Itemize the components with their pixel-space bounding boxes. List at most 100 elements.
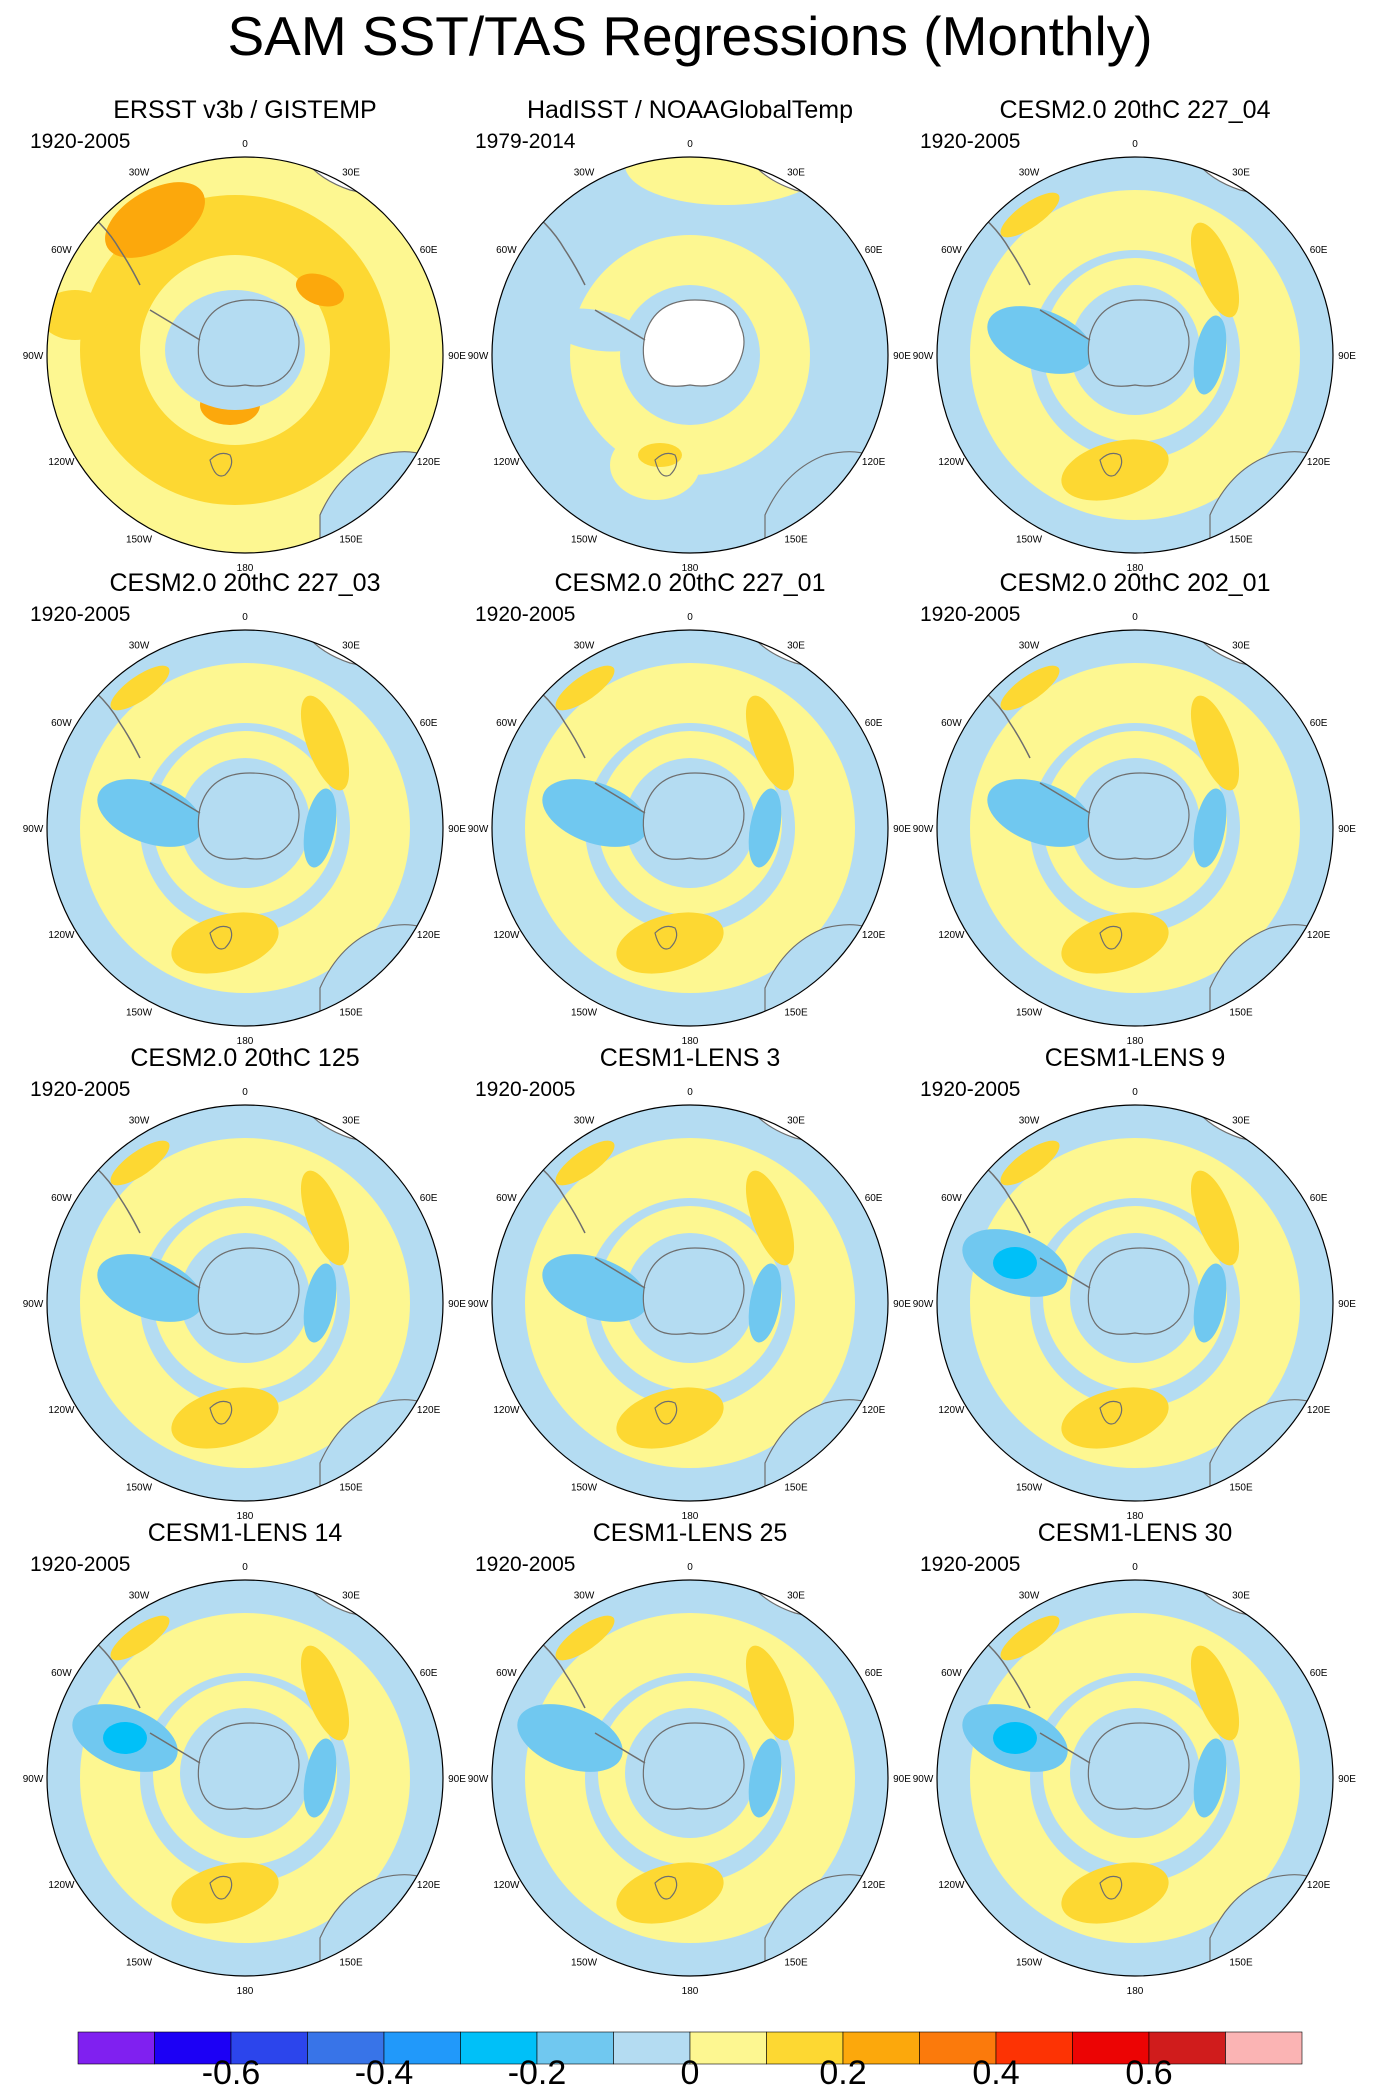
- peninsula-coast: [149, 1732, 201, 1764]
- anomaly-blob: [303, 788, 337, 868]
- longitude-label: 150W: [126, 1958, 153, 1969]
- longitude-label: 60E: [420, 1668, 438, 1679]
- longitude-label: 120W: [493, 457, 520, 468]
- panel-title: CESM2.0 20thC 227_03: [109, 569, 381, 597]
- antarctica-land: [1087, 1722, 1190, 1810]
- longitude-label: 60W: [496, 718, 517, 729]
- map-border: [491, 156, 889, 554]
- longitude-label: 60E: [1310, 1193, 1328, 1204]
- longitude-label: 60E: [420, 1193, 438, 1204]
- longitude-label: 90E: [1338, 1774, 1356, 1785]
- longitude-label: 180: [237, 563, 254, 574]
- longitude-label: 150E: [1229, 535, 1253, 546]
- longitude-label: 60W: [941, 718, 962, 729]
- new-zealand-coast: [209, 1875, 233, 1900]
- peninsula-coast: [1039, 1257, 1091, 1289]
- new-zealand-coast: [209, 452, 233, 477]
- map-border: [936, 156, 1334, 554]
- longitude-label: 120E: [862, 457, 886, 468]
- longitude-label: 30W: [574, 640, 595, 651]
- colorbar-swatch: [919, 2031, 997, 2065]
- longitude-label: 0: [1132, 1087, 1138, 1098]
- colorbar-swatch: [77, 2031, 155, 2065]
- longitude-label: 180: [1127, 563, 1144, 574]
- peninsula-coast: [594, 1732, 646, 1764]
- peninsula-coast: [1039, 1732, 1091, 1764]
- anomaly-ring: [153, 731, 337, 915]
- map-panel: CESM2.0 20thC 202_01 1920-2005 0 30E 60E 90…: [910, 568, 1360, 1047]
- colorbar-tick-label: 0.6: [1125, 2054, 1172, 2087]
- anomaly-ring: [1043, 1681, 1227, 1865]
- polar-map: 0 30E 60E 90E 120E 150E 180 150W 120W 90W 60W 30W: [468, 139, 912, 574]
- longitude-label: 120W: [48, 1880, 75, 1891]
- map-border: [936, 1104, 1334, 1502]
- longitude-label: 90E: [448, 824, 466, 835]
- longitude-label: 90E: [448, 1299, 466, 1310]
- longitude-label: 150E: [1229, 1958, 1253, 1969]
- panel-period: 1920-2005: [475, 1078, 576, 1101]
- anomaly-blob: [110, 1140, 170, 1186]
- longitude-label: 150E: [339, 1008, 363, 1019]
- anomaly-blob: [295, 273, 345, 307]
- map-panel: CESM2.0 20thC 125 1920-2005 0 30E 60E 90E 12…: [20, 1043, 470, 1522]
- peninsula-coast: [594, 309, 646, 341]
- anomaly-blob: [110, 665, 170, 711]
- colorbar-tick-label: -0.6: [202, 2054, 261, 2087]
- longitude-label: 150W: [1016, 1483, 1043, 1494]
- longitude-label: 30E: [342, 1115, 360, 1126]
- longitude-label: 30E: [342, 1590, 360, 1601]
- longitude-label: 120W: [48, 1405, 75, 1416]
- polar-map: 0 30E 60E 90E 120E 150E 180 150W 120W 90W 60W 30W: [913, 1087, 1357, 1522]
- colorbar-tick-label: -0.2: [508, 2054, 567, 2087]
- longitude-label: 60E: [1310, 245, 1328, 256]
- longitude-label: 150E: [784, 1483, 808, 1494]
- anomaly-blob: [1193, 1263, 1227, 1343]
- anomaly-blob: [748, 1263, 782, 1343]
- anomaly-ring: [1043, 1206, 1227, 1390]
- anomaly-blob: [748, 1738, 782, 1818]
- anomaly-blob: [1061, 912, 1169, 974]
- longitude-label: 30W: [129, 167, 150, 178]
- longitude-label: 0: [1132, 1562, 1138, 1573]
- panel-period: 1920-2005: [30, 130, 131, 153]
- panel-title: CESM2.0 20thC 125: [130, 1044, 360, 1072]
- longitude-label: 60E: [420, 718, 438, 729]
- longitude-label: 90W: [23, 824, 44, 835]
- peninsula-coast: [149, 309, 201, 341]
- colorbar-tick-label: 0: [681, 2054, 700, 2087]
- anomaly-blob: [110, 1615, 170, 1661]
- longitude-label: 120W: [938, 457, 965, 468]
- longitude-label: 60E: [420, 245, 438, 256]
- longitude-label: 120E: [417, 457, 441, 468]
- longitude-label: 30W: [129, 1115, 150, 1126]
- longitude-label: 150W: [126, 535, 153, 546]
- map-panel: ERSST v3b / GISTEMP 1920-2005 0 30E 60E 90E…: [20, 95, 470, 574]
- longitude-label: 90E: [893, 351, 911, 362]
- longitude-label: 90W: [913, 351, 934, 362]
- panel-period: 1920-2005: [920, 1078, 1021, 1101]
- polar-map: 0 30E 60E 90E 120E 150E 180 150W 120W 90W 60W 30W: [913, 139, 1357, 574]
- map-panel: CESM2.0 20thC 227_03 1920-2005 0 30E 60E 90…: [20, 568, 470, 1047]
- colorbar-swatch: [689, 2031, 767, 2065]
- longitude-label: 120W: [48, 930, 75, 941]
- longitude-label: 30W: [1019, 1590, 1040, 1601]
- panel-title: CESM2.0 20thC 202_01: [999, 569, 1271, 597]
- anomaly-blob: [555, 1615, 615, 1661]
- panel-period: 1979-2014: [475, 130, 576, 153]
- anomaly-blob: [300, 1645, 350, 1741]
- longitude-label: 120E: [862, 930, 886, 941]
- polar-map: 0 30E 60E 90E 120E 150E 180 150W 120W 90W 60W 30W: [468, 612, 912, 1047]
- longitude-label: 150W: [126, 1483, 153, 1494]
- longitude-label: 60W: [496, 1193, 517, 1204]
- anomaly-ring: [1043, 731, 1227, 915]
- longitude-label: 150W: [571, 1483, 598, 1494]
- anomaly-ring: [598, 1681, 782, 1865]
- longitude-label: 30E: [342, 167, 360, 178]
- anomaly-blob: [1000, 665, 1060, 711]
- anomaly-blob: [993, 1247, 1037, 1279]
- longitude-label: 60W: [496, 245, 517, 256]
- longitude-label: 120W: [493, 930, 520, 941]
- longitude-label: 90W: [913, 1774, 934, 1785]
- panel-title: CESM2.0 20thC 227_01: [554, 569, 826, 597]
- peninsula-coast: [149, 782, 201, 814]
